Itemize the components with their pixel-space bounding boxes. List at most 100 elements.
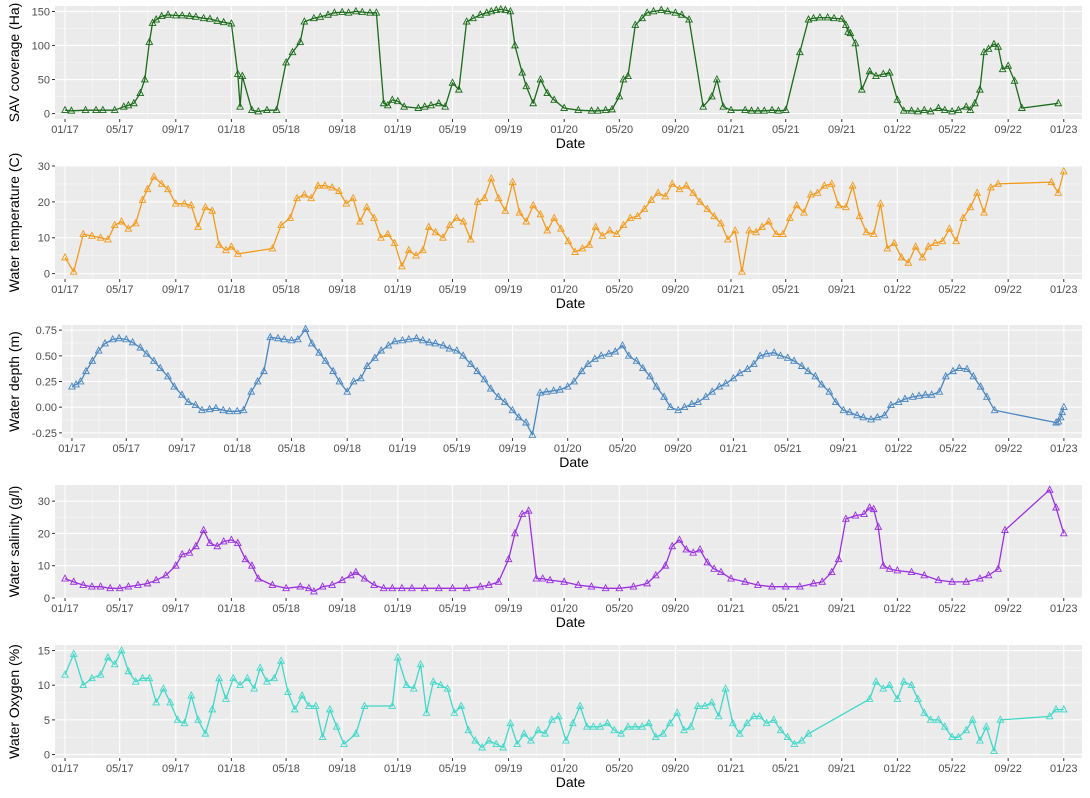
- data-point: [643, 578, 652, 587]
- data-point: [254, 574, 263, 582]
- data-point: [213, 541, 222, 550]
- data-point: [504, 554, 513, 563]
- data-point: [638, 722, 647, 730]
- data-point: [87, 231, 96, 239]
- data-point: [543, 88, 552, 96]
- data-point: [88, 356, 97, 364]
- data-point: [772, 229, 781, 238]
- data-point: [806, 190, 815, 198]
- data-point: [541, 729, 549, 737]
- x-tick-label: 01/19: [384, 284, 412, 296]
- data-point: [131, 218, 140, 227]
- data-point: [513, 739, 522, 747]
- data-point: [735, 729, 744, 737]
- data-point: [485, 580, 493, 588]
- data-point: [486, 384, 495, 392]
- data-point: [138, 195, 147, 203]
- data-point: [712, 74, 721, 83]
- data-point: [610, 725, 619, 734]
- x-tick-label: 01/22: [884, 124, 912, 136]
- data-point: [727, 574, 735, 582]
- data-point: [157, 11, 166, 20]
- data-point: [388, 95, 397, 103]
- data-point: [760, 106, 769, 114]
- data-point: [945, 224, 954, 232]
- plot-background: [55, 166, 1082, 279]
- data-point: [899, 106, 908, 114]
- x-tick-label: 09/17: [168, 443, 196, 455]
- x-tick-label: 01/17: [51, 603, 79, 615]
- chart-panel-2: 0 10 20 30 01/17 05/17 09/17 01/18 05/18 09/18 01/…: [6, 153, 1082, 311]
- x-axis-title: Date: [556, 774, 586, 790]
- y-tick-label: 30: [38, 496, 50, 508]
- x-axis-title: Date: [556, 135, 586, 151]
- data-point: [865, 66, 874, 75]
- data-point: [949, 366, 957, 375]
- data-point: [708, 387, 717, 395]
- data-point: [743, 364, 752, 373]
- data-point: [96, 233, 105, 241]
- data-point: [768, 105, 776, 114]
- data-point: [518, 68, 527, 76]
- data-point: [506, 6, 515, 15]
- data-point: [140, 74, 149, 83]
- data-point: [61, 105, 69, 114]
- data-point: [82, 366, 90, 375]
- data-point: [747, 106, 756, 114]
- data-point: [547, 715, 556, 723]
- data-point: [277, 220, 286, 229]
- data-point: [452, 213, 461, 221]
- y-tick-label: -0.25: [32, 428, 57, 440]
- x-tick-label: 09/19: [499, 443, 527, 455]
- x-tick-label: 05/18: [272, 763, 300, 775]
- data-point: [632, 356, 641, 364]
- data-point: [920, 105, 929, 114]
- data-point: [550, 213, 559, 221]
- data-point: [638, 363, 647, 371]
- x-tick-label: 05/22: [939, 443, 967, 455]
- data-point: [356, 217, 364, 225]
- x-tick-label: 05/17: [106, 124, 134, 136]
- data-point: [654, 188, 663, 196]
- data-point: [124, 582, 133, 590]
- x-tick-label: 09/17: [162, 603, 190, 615]
- x-tick-label: 05/19: [443, 443, 471, 455]
- y-tick-label: 0.75: [36, 325, 57, 337]
- x-tick-label: 09/20: [664, 443, 692, 455]
- data-point: [318, 732, 327, 741]
- data-point: [494, 577, 503, 585]
- data-point: [629, 582, 638, 590]
- data-point: [439, 340, 448, 349]
- data-point: [647, 195, 656, 203]
- x-tick-label: 09/18: [328, 124, 356, 136]
- data-point: [976, 382, 985, 390]
- data-point: [254, 106, 263, 115]
- data-point: [536, 209, 545, 218]
- data-point: [164, 10, 172, 18]
- data-point: [994, 179, 1003, 187]
- data-point: [343, 387, 352, 395]
- data-point: [694, 397, 703, 405]
- x-axis-title: Date: [556, 614, 586, 630]
- data-point: [424, 222, 433, 230]
- x-tick-label: 05/17: [106, 603, 134, 615]
- data-point: [469, 13, 477, 22]
- x-tick-label: 01/21: [717, 763, 745, 775]
- data-point: [298, 691, 307, 699]
- data-point: [710, 211, 719, 220]
- x-tick-label: 01/18: [223, 443, 251, 455]
- data-point: [536, 388, 545, 396]
- data-point: [171, 561, 180, 569]
- data-point: [466, 359, 475, 367]
- data-point: [492, 5, 501, 13]
- x-tick-label: 01/19: [384, 763, 412, 775]
- data-point: [643, 8, 652, 16]
- data-point: [538, 574, 547, 582]
- y-axis-title: Water depth (m): [6, 331, 22, 432]
- data-point: [329, 366, 338, 375]
- data-point: [79, 229, 88, 238]
- data-point: [445, 220, 454, 229]
- data-point: [259, 366, 268, 375]
- data-point: [462, 17, 471, 25]
- data-point: [921, 390, 930, 398]
